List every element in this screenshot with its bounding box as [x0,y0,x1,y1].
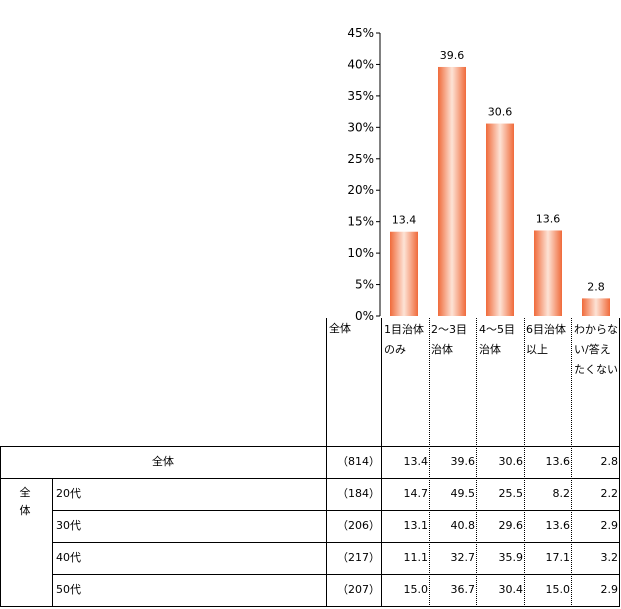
table-cell: 2.8 [600,455,619,468]
y-tick-label: 20% [347,183,374,197]
row-n: （207） [337,583,380,596]
table-border [619,318,620,607]
table-cell: 13.1 [403,519,429,532]
row-label-50s: 50代 [56,583,81,596]
y-tick-label: 35% [347,89,374,103]
y-tick-label: 30% [347,120,374,134]
table-cell: 39.6 [450,455,476,468]
row-label-20s: 20代 [56,487,81,500]
table-cell: 40.8 [450,519,476,532]
table-cell: 25.5 [498,487,524,500]
table-cell: 35.9 [498,551,524,564]
row-label-overall: 全体 [152,455,174,468]
table-divider [571,318,572,607]
table-cell: 15.0 [545,583,571,596]
row-n: （814） [337,455,380,468]
header-category-2: 2～3目治体 [431,323,467,356]
table-border [52,574,620,575]
bar-chart: 0% 5% 10% 15% 20% 25% 30% 35% 40% 45% 13.4 39.6 30.… [347,26,610,320]
y-tick-label: 0% [355,309,374,320]
row-group-label: 全体 [18,484,32,520]
y-tick-label: 15% [347,215,374,229]
table-border [0,446,1,607]
table-border [52,478,53,607]
row-label-40s: 40代 [56,551,81,564]
data-label: 30.6 [488,106,513,119]
table-border [0,606,620,607]
bar [534,230,562,316]
table-cell: 3.2 [600,551,619,564]
table-cell: 15.0 [403,583,429,596]
header-category-3: 4～5目治体 [479,323,515,356]
bar [390,231,418,316]
table-cell: 30.6 [498,455,524,468]
header-total: 全体 [329,322,351,335]
bar [582,298,610,316]
table-border [326,318,327,607]
row-label-30s: 30代 [56,519,81,532]
y-tick-label: 45% [347,26,374,40]
table-cell: 2.9 [600,519,619,532]
y-tick-label: 25% [347,152,374,166]
y-tick-label: 5% [355,278,374,292]
table-cell: 13.6 [545,455,571,468]
table-cell: 30.4 [498,583,524,596]
header-category-5: わからない/答えたくない [574,323,618,376]
row-n: （217） [337,551,380,564]
header-category-1: 1目治体のみ [384,323,424,356]
table-cell: 2.2 [600,487,619,500]
table-border [52,510,620,511]
table-cell: 8.2 [552,487,571,500]
data-label: 39.6 [440,49,465,62]
data-label: 13.4 [392,214,417,227]
table-cell: 32.7 [450,551,476,564]
table-cell: 2.9 [600,583,619,596]
table-border [52,542,620,543]
table-border [381,318,382,607]
table-cell: 13.4 [403,455,429,468]
data-label: 13.6 [536,212,561,225]
table-divider [524,318,525,607]
data-label: 2.8 [587,280,605,293]
table-cell: 17.1 [545,551,571,564]
table-cell: 14.7 [403,487,429,500]
row-n: （184） [337,487,380,500]
table-cell: 49.5 [450,487,476,500]
header-category-4: 6目治体以上 [526,323,566,356]
table-cell: 36.7 [450,583,476,596]
table-cell: 13.6 [545,519,571,532]
table-divider [476,318,477,607]
row-n: （206） [337,519,380,532]
row-group-label-text: 全体 [19,486,31,517]
table-divider [429,318,430,607]
table-border [0,478,620,479]
y-tick-label: 10% [347,246,374,260]
table-border [0,446,620,447]
table-cell: 29.6 [498,519,524,532]
table-cell: 11.1 [403,551,429,564]
bar [438,66,466,317]
bar [486,123,514,316]
y-tick-label: 40% [347,57,374,71]
